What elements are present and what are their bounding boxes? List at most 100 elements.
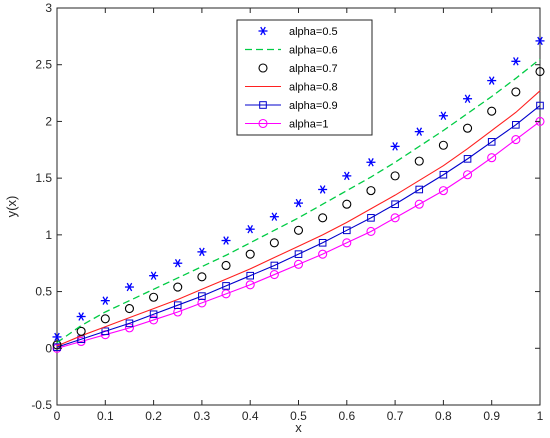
data-point xyxy=(511,57,521,66)
data-point xyxy=(124,304,134,314)
data-point xyxy=(414,199,424,209)
data-point xyxy=(76,326,86,336)
data-point xyxy=(415,185,424,194)
legend-label: alpha=0.8 xyxy=(289,82,338,94)
data-point xyxy=(535,66,545,77)
y-axis-label: y(x) xyxy=(4,196,19,218)
data-point xyxy=(390,213,400,223)
data-point xyxy=(52,340,62,350)
data-point xyxy=(463,94,473,103)
data-point xyxy=(293,225,304,235)
data-point xyxy=(245,249,255,259)
legend: alpha=0.5 alpha=0.6 alpha=0.7 alpha=0.8 alph… xyxy=(236,19,373,136)
series-line xyxy=(56,120,541,349)
data-point xyxy=(293,259,304,269)
data-point xyxy=(173,301,182,309)
data-point xyxy=(149,315,159,325)
series-alpha-0-8 xyxy=(56,90,541,347)
data-point xyxy=(52,332,62,342)
series-alpha-0-5 xyxy=(52,36,545,342)
series-line xyxy=(56,58,541,344)
legend-entry: alpha=0.7 xyxy=(258,63,338,75)
data-point xyxy=(390,171,400,181)
data-point xyxy=(390,142,400,151)
data-point xyxy=(463,155,472,163)
data-point xyxy=(318,213,328,223)
x-tick-label: 1 xyxy=(537,409,544,423)
y-tick-label: 3 xyxy=(45,1,52,15)
y-tick-label: 2 xyxy=(45,114,52,128)
series-line xyxy=(56,90,541,347)
data-point xyxy=(270,261,279,270)
data-point xyxy=(269,212,279,221)
legend-entry: alpha=0.5 xyxy=(258,26,338,38)
data-point xyxy=(245,224,255,234)
data-point xyxy=(197,247,207,257)
data-point xyxy=(511,135,521,145)
data-point xyxy=(197,272,207,282)
series-alpha-0-9 xyxy=(53,101,544,351)
data-point xyxy=(342,171,352,181)
data-point xyxy=(101,327,110,336)
x-tick-label: 0.2 xyxy=(145,409,162,423)
data-point xyxy=(269,270,279,280)
data-point xyxy=(366,186,376,196)
series-alpha-0-7 xyxy=(52,66,545,350)
data-point xyxy=(487,153,497,163)
data-point xyxy=(100,296,110,305)
data-point xyxy=(198,292,206,300)
data-point xyxy=(246,271,254,280)
data-point xyxy=(173,282,183,292)
data-point xyxy=(100,330,110,340)
legend-label: alpha=1 xyxy=(289,119,328,131)
data-point xyxy=(438,140,448,150)
series-line xyxy=(56,105,541,348)
legend-label: alpha=0.5 xyxy=(289,26,338,38)
data-point xyxy=(536,101,544,110)
data-point xyxy=(318,185,328,194)
data-point xyxy=(487,76,497,85)
data-point xyxy=(124,282,134,292)
data-point xyxy=(221,236,231,245)
data-point xyxy=(462,123,473,133)
data-point xyxy=(414,156,424,166)
data-point xyxy=(367,214,375,222)
y-tick-label: 0 xyxy=(45,341,52,355)
x-tick-label: 0.1 xyxy=(97,409,114,423)
data-point xyxy=(391,200,399,209)
data-point xyxy=(342,199,352,209)
x-tick-label: 0.6 xyxy=(338,409,355,423)
data-point xyxy=(149,310,158,319)
series-alpha-0-6 xyxy=(56,58,541,344)
x-tick-label: 0 xyxy=(54,409,61,423)
data-point xyxy=(269,238,279,248)
data-point xyxy=(149,292,159,302)
series-alpha-1 xyxy=(52,116,545,353)
legend-box xyxy=(236,19,373,136)
data-point xyxy=(438,186,448,196)
legend-marker xyxy=(258,26,268,36)
data-point xyxy=(439,170,448,179)
data-point xyxy=(487,138,496,146)
x-tick-label: 0.3 xyxy=(194,409,211,423)
data-point xyxy=(487,106,497,116)
data-point xyxy=(76,336,86,347)
data-point xyxy=(366,226,376,237)
legend-entry: alpha=1 xyxy=(245,119,328,131)
axis-ticks: 0 0.1 0.2 0.3 0.4 0.5 0.6 0.7 0.8 0.9 1-0.500.511.… xyxy=(31,1,543,423)
legend-marker xyxy=(258,63,268,73)
data-point xyxy=(414,127,424,136)
data-point xyxy=(462,170,473,180)
x-tick-label: 0.8 xyxy=(435,409,452,423)
data-point xyxy=(221,289,231,299)
x-tick-label: 0.4 xyxy=(242,409,259,423)
data-point xyxy=(535,36,545,46)
data-point xyxy=(511,87,521,97)
data-point xyxy=(221,260,231,271)
legend-label: alpha=0.9 xyxy=(289,100,338,112)
legend-label: alpha=0.7 xyxy=(289,63,338,75)
x-tick-label: 0.7 xyxy=(387,409,404,423)
data-point xyxy=(366,158,376,167)
y-tick-label: 1 xyxy=(45,228,52,242)
